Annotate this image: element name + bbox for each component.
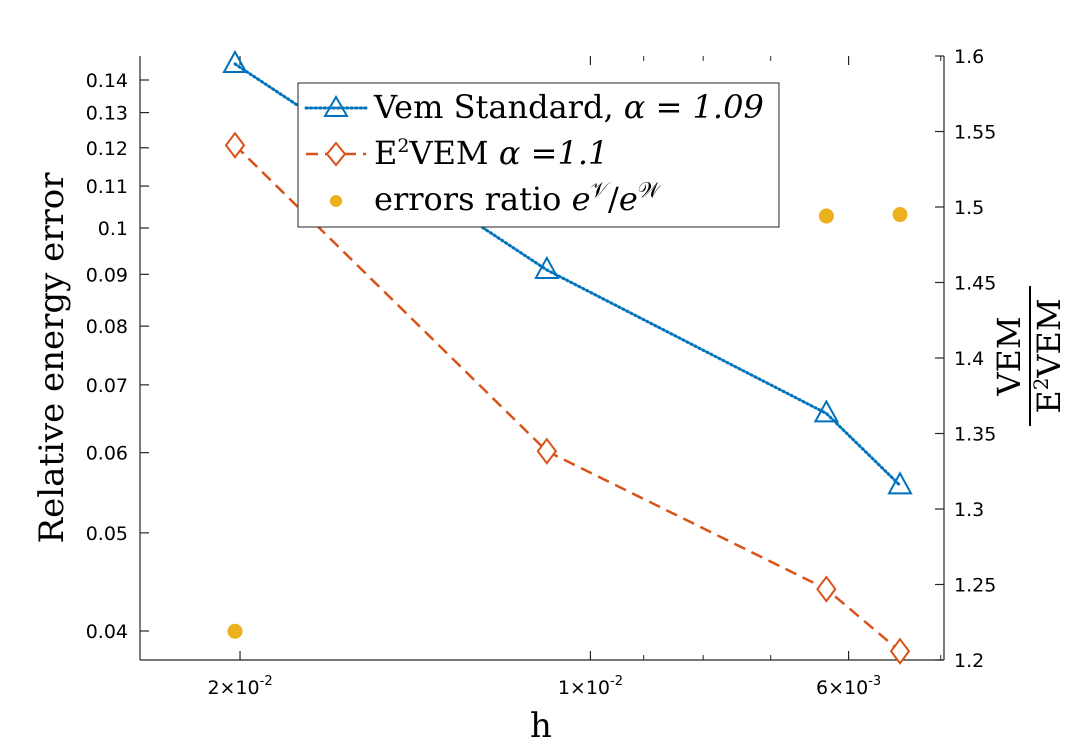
y-left-tick-label: 0.09 xyxy=(86,264,128,286)
series-e2vem-point xyxy=(889,637,911,665)
y-right-tick-label: 1.2 xyxy=(954,650,984,672)
legend-entry-ratio: errors ratio e𝒱/e𝒲 xyxy=(330,178,662,218)
y-left-tick-label: 0.14 xyxy=(86,70,128,92)
legend-entry-e2vem: E2VEM α =1.1 xyxy=(306,134,608,172)
x-axis-label: h xyxy=(530,706,552,746)
y-left-tick-label: 0.07 xyxy=(86,375,128,397)
y-right-axis-label: VEM E2VEM xyxy=(990,286,1068,426)
legend-entry-vem: Vem Standard, α = 1.09 xyxy=(304,88,764,126)
legend-vem-label: Vem Standard, α = 1.09 xyxy=(373,88,764,126)
y-right-tick-label: 1.5 xyxy=(954,197,984,219)
y-left-ticks: 0.04 0.05 0.06 0.07 0.08 0.09 0.1 0.11 0.12 0.13 0… xyxy=(86,70,149,643)
legend-e2vem-diamond-marker xyxy=(325,141,347,167)
y-left-tick-label: 0.13 xyxy=(86,103,128,125)
y-left-tick-label: 0.12 xyxy=(86,138,128,160)
series-ratio-point xyxy=(892,207,908,223)
series-vem-point xyxy=(887,471,913,495)
y-right-tick-label: 1.35 xyxy=(954,424,996,446)
series-e2vem-line xyxy=(234,144,901,653)
y-left-tick-label: 0.1 xyxy=(98,218,128,240)
y-right-tick-label: 1.4 xyxy=(954,348,984,370)
series-vem-point xyxy=(534,255,560,279)
series-ratio-point xyxy=(818,208,834,224)
legend-box xyxy=(297,82,780,228)
legend-e2vem-label: E2VEM α =1.1 xyxy=(374,134,608,172)
y-left-tick-label: 0.05 xyxy=(86,523,128,545)
series-ratio-point xyxy=(227,623,243,639)
y-left-axis-label: Relative energy error xyxy=(32,172,72,544)
y-right-tick-label: 1.25 xyxy=(954,575,996,597)
y-left-tick-label: 0.06 xyxy=(86,443,128,465)
series-vem-point xyxy=(222,49,248,73)
y-right-label-numerator: VEM xyxy=(990,316,1028,396)
series-e2vem-point xyxy=(536,437,558,465)
y-left-tick-label: 0.11 xyxy=(86,176,128,198)
x-tick-label: 2×10-2 xyxy=(207,674,272,699)
legend-vem-triangle-marker xyxy=(323,95,349,117)
y-right-tick-label: 1.6 xyxy=(954,46,984,68)
series-e2vem-point xyxy=(816,575,837,603)
y-right-tick-label: 1.55 xyxy=(954,122,996,144)
y-right-ticks: 1.2 1.25 1.3 1.35 1.4 1.45 1.5 1.55 1.6 xyxy=(935,46,996,672)
y-right-tick-label: 1.45 xyxy=(954,273,996,295)
x-tick-label: 1×10-2 xyxy=(558,674,623,699)
y-left-tick-label: 0.08 xyxy=(86,316,128,338)
y-right-label-denominator: E2VEM xyxy=(1029,298,1068,413)
legend-ratio-dot-marker xyxy=(330,195,342,207)
x-tick-label: 6×10-3 xyxy=(816,674,881,699)
legend-ratio-label: errors ratio e𝒱/e𝒲 xyxy=(374,178,662,218)
y-left-tick-label: 0.04 xyxy=(86,621,128,643)
x-minor-ticks xyxy=(643,56,942,660)
series-e2vem-point xyxy=(224,131,246,159)
series-vem-point xyxy=(813,399,840,423)
y-right-tick-label: 1.3 xyxy=(954,499,984,521)
legend: Vem Standard, α = 1.09 E2VEM α =1.1 erro… xyxy=(297,82,780,228)
